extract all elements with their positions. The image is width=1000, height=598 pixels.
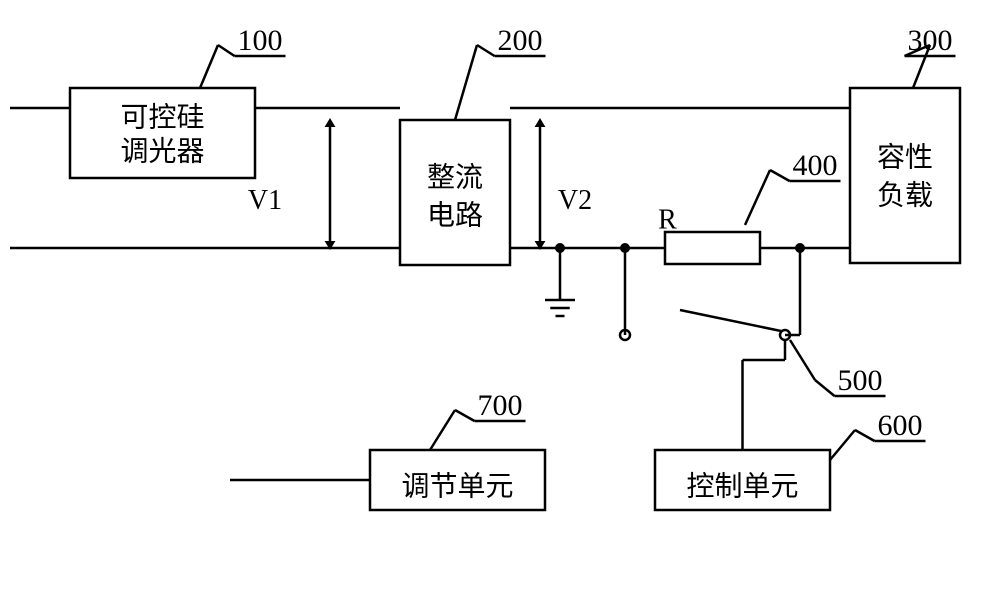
svg-text:整流: 整流 <box>427 161 483 193</box>
svg-text:V1: V1 <box>248 185 282 216</box>
svg-text:容性: 容性 <box>877 141 933 173</box>
svg-text:可控硅: 可控硅 <box>120 101 204 133</box>
svg-text:控制单元: 控制单元 <box>686 470 798 502</box>
svg-text:100: 100 <box>238 24 283 57</box>
svg-text:电路: 电路 <box>427 199 483 231</box>
svg-text:负载: 负载 <box>877 179 933 211</box>
svg-text:调光器: 调光器 <box>120 135 204 167</box>
svg-text:600: 600 <box>878 409 923 442</box>
svg-text:V2: V2 <box>558 185 592 216</box>
svg-text:700: 700 <box>478 389 523 422</box>
svg-text:200: 200 <box>498 24 543 57</box>
svg-text:R: R <box>658 204 677 235</box>
circuit-diagram: 可控硅调光器整流电路容性负载R控制单元调节单元V1V21002003004005… <box>0 0 1000 598</box>
svg-text:500: 500 <box>838 364 883 397</box>
svg-text:400: 400 <box>793 149 838 182</box>
svg-text:调节单元: 调节单元 <box>401 470 513 502</box>
